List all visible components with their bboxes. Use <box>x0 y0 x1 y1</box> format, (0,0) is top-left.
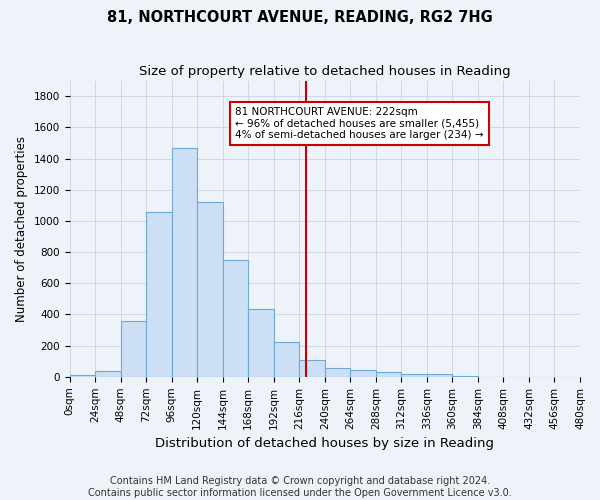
Bar <box>274 342 299 377</box>
Bar <box>401 374 427 377</box>
Bar <box>299 360 325 377</box>
Bar <box>452 376 478 377</box>
X-axis label: Distribution of detached houses by size in Reading: Distribution of detached houses by size … <box>155 437 494 450</box>
Bar <box>248 309 274 377</box>
Bar <box>376 372 401 377</box>
Text: Contains HM Land Registry data © Crown copyright and database right 2024.
Contai: Contains HM Land Registry data © Crown c… <box>88 476 512 498</box>
Bar <box>121 320 146 377</box>
Bar <box>95 372 121 377</box>
Bar <box>146 212 172 377</box>
Bar <box>172 148 197 377</box>
Bar <box>223 260 248 377</box>
Bar <box>197 202 223 377</box>
Bar <box>70 376 95 377</box>
Bar <box>350 370 376 377</box>
Bar <box>427 374 452 377</box>
Bar <box>325 368 350 377</box>
Title: Size of property relative to detached houses in Reading: Size of property relative to detached ho… <box>139 65 511 78</box>
Text: 81 NORTHCOURT AVENUE: 222sqm
← 96% of detached houses are smaller (5,455)
4% of : 81 NORTHCOURT AVENUE: 222sqm ← 96% of de… <box>235 107 484 140</box>
Text: 81, NORTHCOURT AVENUE, READING, RG2 7HG: 81, NORTHCOURT AVENUE, READING, RG2 7HG <box>107 10 493 25</box>
Y-axis label: Number of detached properties: Number of detached properties <box>15 136 28 322</box>
